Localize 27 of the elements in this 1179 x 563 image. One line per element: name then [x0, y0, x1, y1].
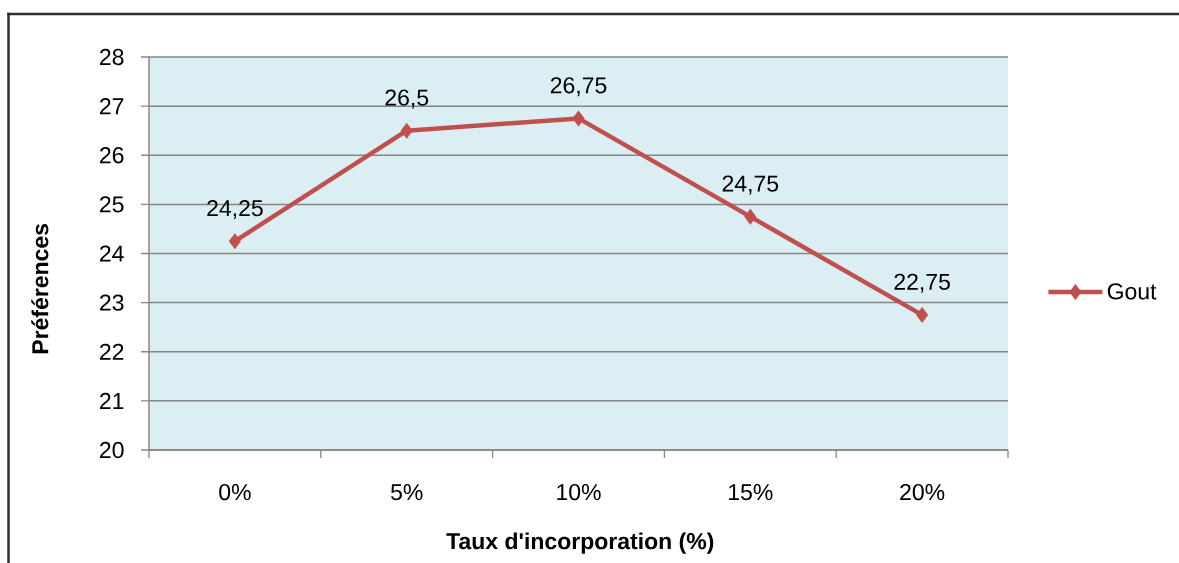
data-label: 26,75	[550, 77, 607, 97]
point	[744, 208, 757, 225]
point	[228, 233, 241, 250]
data-label: 24,75	[722, 175, 779, 195]
point	[916, 306, 929, 323]
y-tick-label: 27	[100, 98, 124, 115]
data-label: 24,25	[207, 200, 263, 220]
point	[400, 122, 413, 139]
x-tick-label: 5%	[391, 484, 423, 501]
y-tick-label: 26	[100, 147, 124, 164]
x-tick-label: 0%	[219, 483, 251, 501]
data-label: 22,75	[894, 273, 950, 293]
y-tick-label: 22	[100, 343, 124, 360]
y-axis-title: Préférences	[31, 223, 49, 354]
y-tick-label: 20	[100, 441, 124, 459]
point	[572, 110, 585, 127]
legend-label: Gout	[1107, 283, 1157, 300]
x-tick-label: 20%	[900, 483, 945, 501]
x-tick-label: 10%	[557, 483, 601, 501]
data-label: 26,5	[385, 89, 429, 109]
x-tick-label: 15%	[729, 484, 773, 501]
y-tick-label: 25	[100, 196, 124, 213]
y-tick-label: 21	[100, 392, 124, 409]
y-tick-label: 23	[100, 294, 124, 311]
y-tick-label: 24	[100, 245, 124, 262]
x-axis-title: Taux d'incorporation (%)	[446, 532, 714, 554]
y-tick-label: 28	[100, 48, 124, 66]
